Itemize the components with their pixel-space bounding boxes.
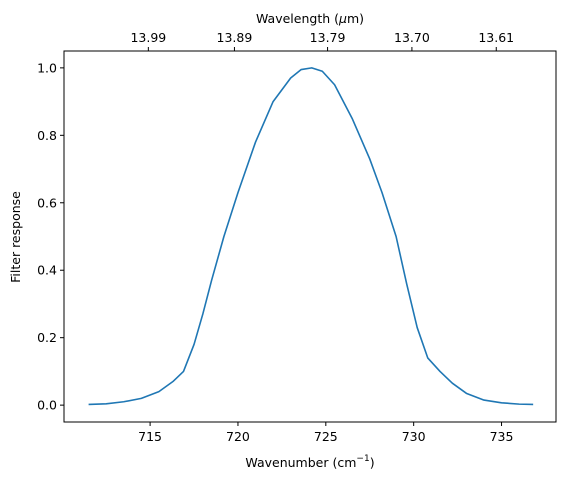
- x-tick-label-2: 725: [314, 429, 338, 444]
- top-x-tick-label-0: 13.99: [130, 30, 166, 45]
- x-axis-label-exponent: −1: [356, 454, 369, 464]
- top-x-axis-label-mu: μ: [338, 11, 347, 26]
- bottom-x-axis: 715 720 725 730 735: [138, 422, 513, 444]
- x-axis-label-close: ): [370, 455, 375, 470]
- y-tick-label-3: 0.6: [37, 195, 57, 210]
- y-tick-label-5: 1.0: [37, 60, 57, 75]
- y-tick-label-1: 0.2: [37, 330, 57, 345]
- top-x-tick-label-3: 13.70: [394, 30, 430, 45]
- top-x-tick-label-1: 13.89: [217, 30, 253, 45]
- series-line-0: [88, 67, 534, 406]
- series-layer: [88, 67, 534, 406]
- x-tick-label-4: 735: [490, 429, 514, 444]
- x-tick-label-0: 715: [138, 429, 162, 444]
- x-tick-label-1: 720: [226, 429, 250, 444]
- top-x-tick-label-2: 13.79: [310, 30, 346, 45]
- top-x-tick-label-4: 13.61: [478, 30, 514, 45]
- top-x-axis-label-close: m): [347, 11, 364, 26]
- y-axis: 0.0 0.2 0.4 0.6 0.8 1.0: [37, 60, 64, 413]
- y-axis-label: Filter response: [8, 191, 23, 283]
- y-tick-label-4: 0.8: [37, 128, 57, 143]
- plot-frame: [63, 50, 557, 423]
- y-tick-label-0: 0.0: [37, 398, 57, 413]
- x-axis-label: Wavenumber (cm−1): [245, 454, 374, 470]
- y-tick-label-2: 0.4: [37, 263, 57, 278]
- plot-area: [64, 51, 556, 422]
- top-x-axis: 13.99 13.89 13.79 13.70 13.61: [130, 30, 514, 51]
- x-tick-label-3: 730: [402, 429, 426, 444]
- top-x-axis-label: Wavelength (μm): [256, 11, 364, 26]
